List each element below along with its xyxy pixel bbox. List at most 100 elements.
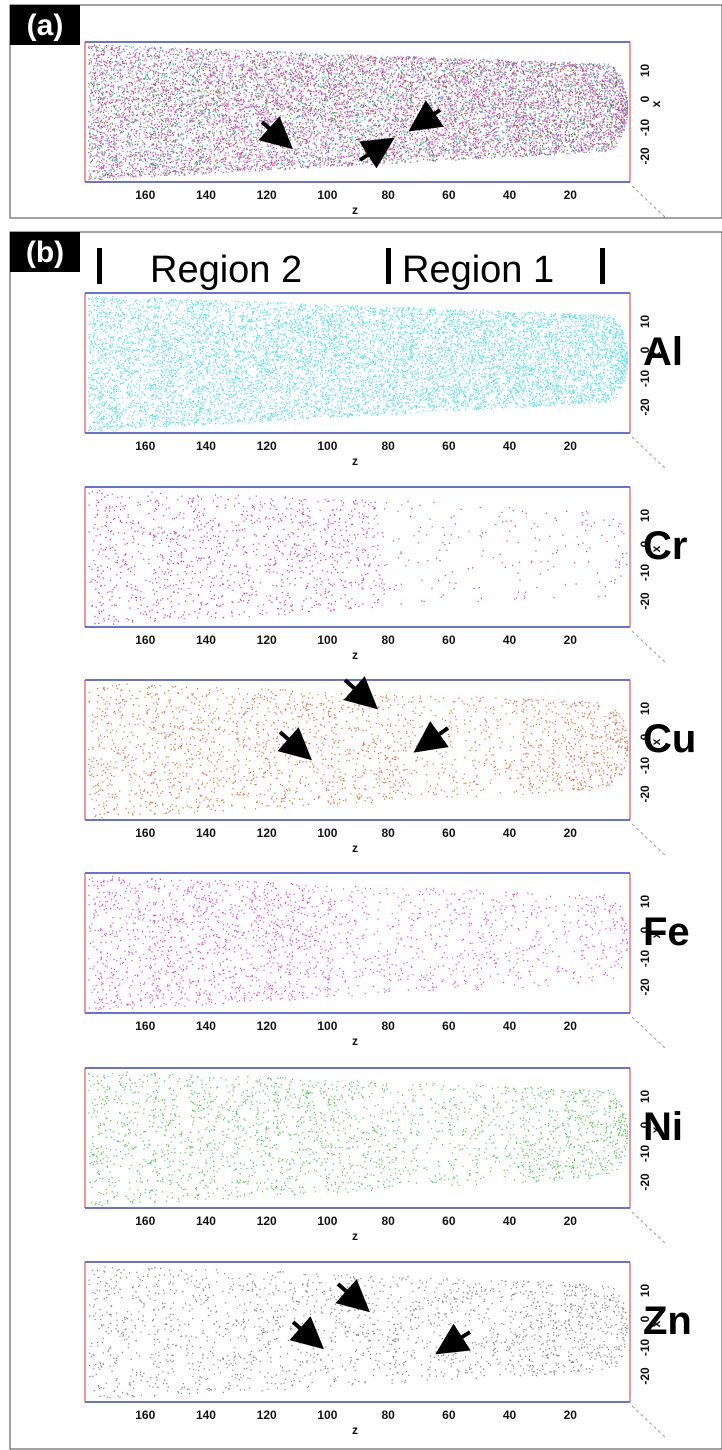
z-tick-label: 160 — [135, 188, 155, 202]
panel-a-frame — [9, 4, 722, 219]
region-separator — [97, 248, 102, 284]
z-axis-label: z — [352, 454, 358, 468]
x-tick-label: -10 — [638, 370, 652, 388]
z-tick-label: 160 — [135, 1214, 155, 1228]
x-tick-label: -20 — [638, 1367, 652, 1385]
z-tick-label: 120 — [257, 1408, 277, 1422]
z-tick-label: 80 — [381, 1019, 395, 1033]
axis-corner — [631, 185, 667, 219]
z-tick-label: 20 — [564, 1019, 578, 1033]
arrow — [413, 721, 450, 753]
z-tick-label: 140 — [196, 826, 216, 840]
z-tick-label: 40 — [503, 439, 517, 453]
arrow — [289, 1316, 325, 1350]
arrow — [435, 1323, 472, 1355]
z-tick-label: 100 — [317, 1019, 337, 1033]
region-separator — [386, 248, 391, 284]
arrow — [335, 1279, 370, 1313]
x-tick-label: -20 — [638, 147, 652, 165]
x-tick-label: -10 — [638, 757, 652, 775]
x-tick-label: -10 — [638, 1339, 652, 1357]
axis-corner — [631, 823, 667, 857]
point-cloud — [88, 683, 629, 819]
x-axis-label: x — [649, 1126, 663, 1133]
z-tick-label: 160 — [135, 826, 155, 840]
region-separator — [600, 248, 605, 284]
x-tick-label: -10 — [638, 950, 652, 968]
z-tick-label: 60 — [442, 1019, 456, 1033]
x-tick-label: 10 — [638, 315, 652, 329]
point-cloud — [88, 1071, 629, 1207]
z-axis-label: z — [352, 648, 358, 662]
z-tick-label: 40 — [503, 1214, 517, 1228]
z-tick-label: 100 — [317, 1214, 337, 1228]
z-tick-label: 60 — [442, 188, 456, 202]
z-axis-label: z — [352, 841, 358, 855]
region-label: Region 1 — [402, 249, 554, 291]
z-tick-label: 120 — [257, 439, 277, 453]
panel-b-label-box — [10, 232, 80, 272]
axis-corner — [631, 630, 667, 664]
arrow — [277, 727, 312, 761]
panel-a-label: (a) — [27, 9, 64, 42]
point-cloud — [88, 876, 629, 1010]
z-tick-label: 20 — [564, 633, 578, 647]
x-axis-label: x — [649, 1320, 663, 1327]
z-tick-label: 100 — [317, 439, 337, 453]
z-tick-label: 60 — [442, 826, 456, 840]
z-tick-label: 40 — [503, 826, 517, 840]
z-tick-label: 40 — [503, 633, 517, 647]
z-tick-label: 40 — [503, 188, 517, 202]
z-axis-label: z — [352, 203, 358, 217]
z-tick-label: 160 — [135, 1019, 155, 1033]
z-tick-label: 140 — [196, 188, 216, 202]
x-axis-label: x — [649, 100, 663, 107]
z-tick-label: 40 — [503, 1019, 517, 1033]
x-tick-label: 10 — [638, 64, 652, 78]
z-tick-label: 120 — [257, 826, 277, 840]
z-tick-label: 160 — [135, 1408, 155, 1422]
z-tick-label: 60 — [442, 439, 456, 453]
x-tick-label: -10 — [638, 1145, 652, 1163]
z-tick-label: 80 — [381, 826, 395, 840]
z-tick-label: 80 — [381, 1408, 395, 1422]
element-label: Cr — [643, 524, 687, 568]
z-tick-label: 80 — [381, 1214, 395, 1228]
x-tick-label: 10 — [638, 509, 652, 523]
z-tick-label: 100 — [317, 633, 337, 647]
z-tick-label: 140 — [196, 1214, 216, 1228]
z-axis-label: z — [352, 1423, 358, 1437]
z-tick-label: 60 — [442, 1408, 456, 1422]
z-tick-label: 20 — [564, 439, 578, 453]
z-tick-label: 120 — [257, 1214, 277, 1228]
axis-corner — [631, 436, 667, 470]
x-tick-label: 0 — [638, 926, 652, 933]
z-tick-label: 60 — [442, 1214, 456, 1228]
z-tick-label: 160 — [135, 439, 155, 453]
z-tick-label: 120 — [257, 188, 277, 202]
x-tick-label: 10 — [638, 702, 652, 716]
z-tick-label: 140 — [196, 1019, 216, 1033]
panel-a-label-box — [10, 5, 80, 45]
panel-b-frame — [9, 231, 722, 1450]
x-tick-label: 0 — [638, 95, 652, 102]
x-tick-label: -20 — [638, 398, 652, 416]
z-tick-label: 100 — [317, 188, 337, 202]
z-axis-label: z — [352, 1229, 358, 1243]
axis-corner — [631, 1016, 667, 1050]
x-axis-label: x — [649, 738, 663, 745]
z-tick-label: 20 — [564, 188, 578, 202]
arrow — [343, 676, 378, 710]
x-tick-label: -10 — [638, 564, 652, 582]
point-cloud — [88, 489, 628, 625]
element-label: Zn — [643, 1299, 692, 1343]
z-tick-label: 100 — [317, 826, 337, 840]
x-tick-label: -10 — [638, 119, 652, 137]
point-cloud — [88, 45, 629, 180]
z-tick-label: 100 — [317, 1408, 337, 1422]
z-tick-label: 140 — [196, 1408, 216, 1422]
z-tick-label: 60 — [442, 633, 456, 647]
element-label: Fe — [643, 910, 690, 954]
x-tick-label: -20 — [638, 785, 652, 803]
